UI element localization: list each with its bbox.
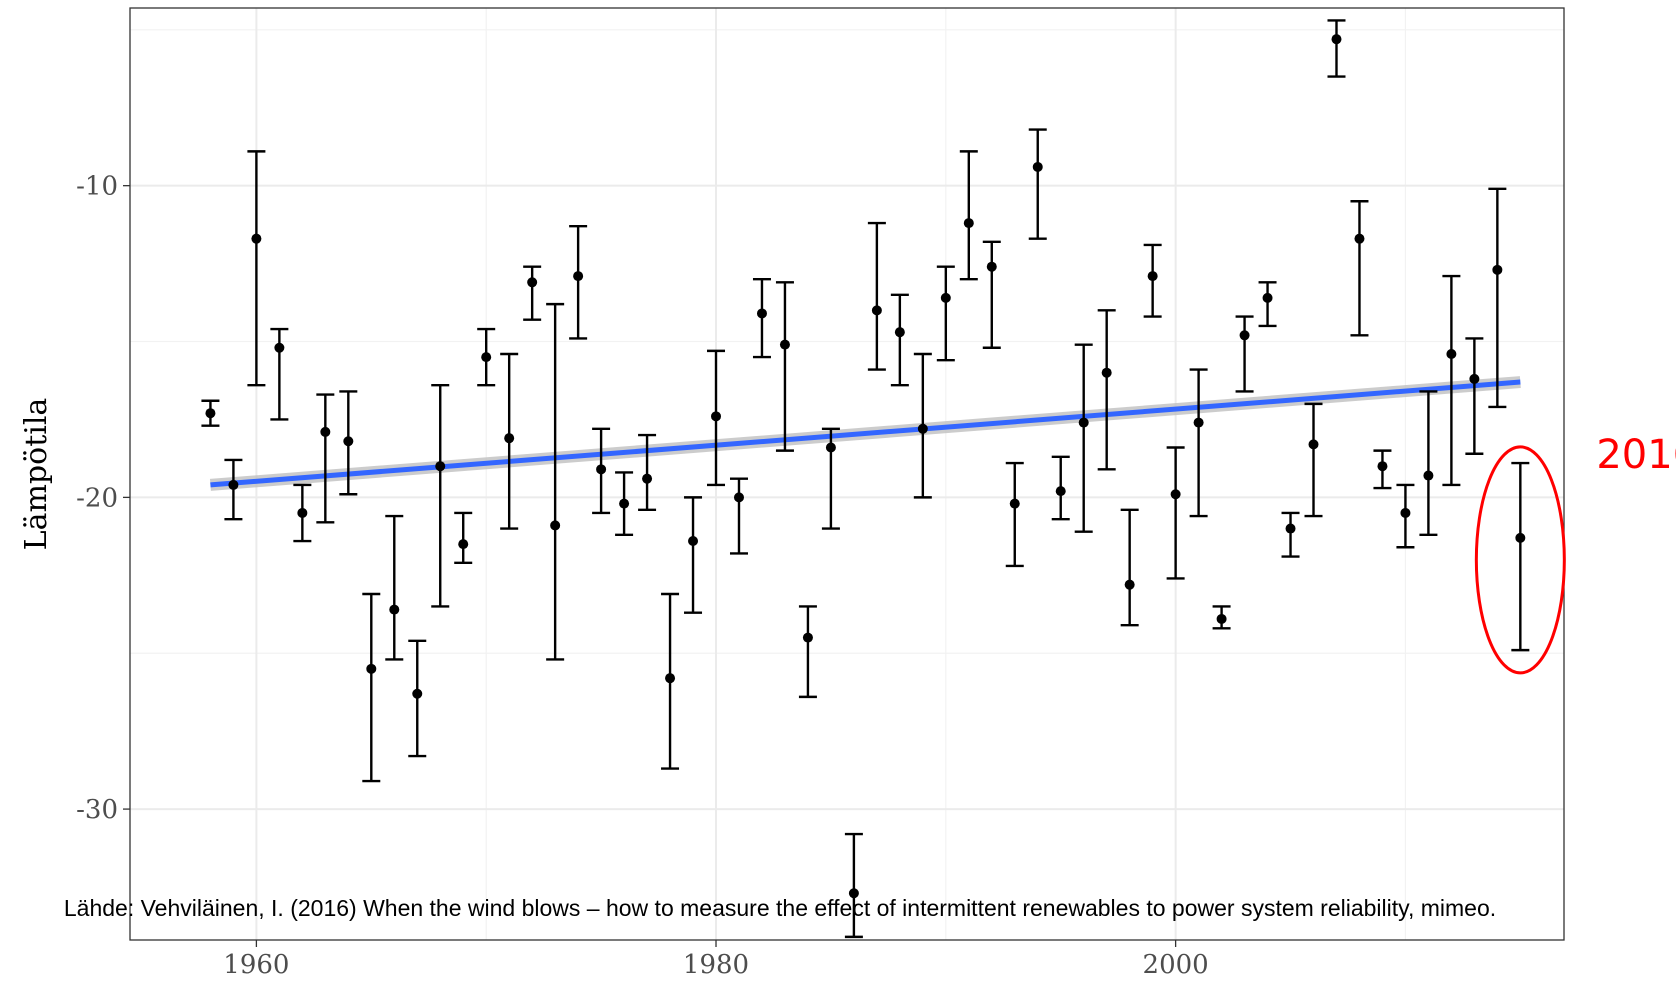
data-point [550,520,561,531]
data-point [665,673,676,684]
data-point [1469,373,1480,384]
y-tick-label: -10 [76,172,118,202]
data-point [1377,461,1388,472]
data-point [1331,34,1342,45]
data-point [481,352,492,363]
x-tick-label: 1960 [223,950,289,980]
data-point [871,305,882,316]
trend-line [210,379,1521,488]
data-point [1308,439,1319,450]
data-point [1032,161,1043,172]
data-point [1216,613,1227,624]
data-point [1262,292,1273,303]
data-point [274,342,285,353]
data-point [1492,264,1503,275]
data-point [458,539,469,550]
data-point [1124,579,1135,590]
data-point [1239,330,1250,341]
data-point [733,492,744,503]
data-point [619,498,630,509]
highlight-ellipse [1474,445,1566,675]
data-point [940,292,951,303]
data-point [1193,417,1204,428]
data-point [756,308,767,319]
data-point [205,408,216,419]
points-layer [201,19,1530,939]
data-point [1055,486,1066,497]
data-point [825,442,836,453]
data-point [412,688,423,699]
data-point [596,464,607,475]
data-point [228,479,239,490]
source-caption: Lähde: Vehviläinen, I. (2016) When the w… [64,895,1496,921]
data-point [711,411,722,422]
data-point [366,663,377,674]
y-axis-title: Lämpötila [19,398,54,551]
data-point [1078,417,1089,428]
data-point [1423,470,1434,481]
data-point [527,277,538,288]
data-point [802,632,813,643]
y-tick-label: -30 [76,795,118,825]
data-point [1101,367,1112,378]
data-point [1170,489,1181,500]
x-tick-label: 1980 [683,950,749,980]
data-point [894,327,905,338]
y-tick-label: -20 [76,483,118,513]
data-point [435,461,446,472]
data-point [1147,271,1158,282]
data-point [1009,498,1020,509]
data-point [297,507,308,518]
data-point [917,423,928,434]
data-point [1515,532,1526,543]
data-point [986,261,997,272]
data-point [848,888,859,899]
annotation-label: 2016 [1596,432,1676,478]
data-point [779,339,790,350]
trend-layer [209,376,1521,491]
data-point [504,433,515,444]
data-point [251,233,262,244]
data-point [320,426,331,437]
data-point [1446,348,1457,359]
data-point [389,604,400,615]
data-point [573,271,584,282]
data-point [963,218,974,229]
data-point [688,536,699,547]
ticks: -10 -20 -30 1960 1980 2000 [76,172,1209,980]
panel-border [129,7,1565,941]
data-point [1285,523,1296,534]
data-point [642,473,653,484]
x-tick-label: 2000 [1143,950,1209,980]
data-point [1400,507,1411,518]
data-point [1354,233,1365,244]
data-point [343,436,354,447]
